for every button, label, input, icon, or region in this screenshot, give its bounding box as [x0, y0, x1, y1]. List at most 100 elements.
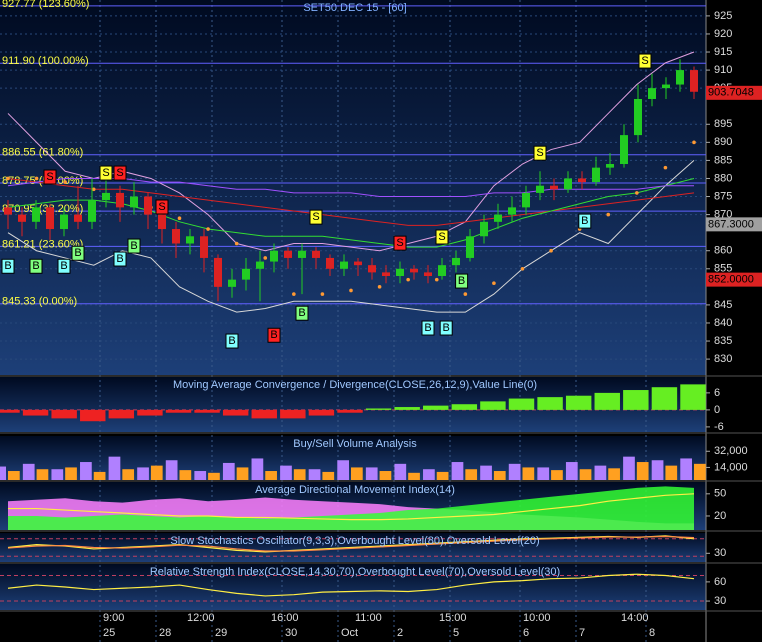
candle-body: [578, 178, 586, 183]
bar: [394, 463, 407, 480]
candle-body: [32, 207, 40, 222]
panel-background: [0, 0, 706, 375]
candle-body: [424, 272, 432, 277]
candle-body: [606, 164, 614, 168]
bar: [522, 467, 535, 480]
signal-marker: [57, 258, 71, 274]
y-tick-label: 855: [714, 263, 732, 275]
bar: [480, 465, 492, 480]
bar: [80, 462, 92, 480]
bar: [93, 471, 106, 480]
time-label: 12:00: [187, 612, 215, 624]
bar: [65, 467, 77, 480]
date-label: 6: [523, 627, 529, 639]
bar: [408, 472, 420, 480]
candle-body: [354, 261, 362, 266]
bar: [8, 471, 20, 480]
signal-label: S: [116, 167, 123, 179]
signal-label: B: [4, 260, 11, 272]
signal-label: B: [298, 307, 305, 319]
y-tick-label: 860: [714, 245, 732, 257]
y-tick-label: 50: [714, 488, 726, 500]
date-label: 5: [453, 627, 459, 639]
bar: [122, 469, 135, 480]
y-tick-label: 875: [714, 190, 732, 202]
bar: [150, 465, 163, 480]
bar: [565, 395, 592, 410]
panel-title: Moving Average Convergence / Divergence(…: [173, 379, 537, 391]
time-label: 14:00: [621, 612, 649, 624]
candle-body: [158, 214, 166, 230]
signal-marker: [638, 53, 652, 69]
signal-marker: [309, 209, 323, 225]
time-label: 9:00: [103, 612, 124, 624]
signal-label: B: [270, 329, 277, 341]
candle-body: [74, 214, 82, 222]
y-tick-label: 890: [714, 136, 732, 148]
bar: [623, 390, 649, 410]
bar: [36, 469, 49, 480]
candle-body: [298, 250, 306, 258]
fib-label: 845.33 (0.00%): [2, 296, 77, 308]
sar-dot: [177, 216, 182, 221]
bar: [651, 460, 664, 480]
bar: [280, 409, 306, 419]
fib-label: 861.21 (23.60%): [2, 238, 83, 250]
candle-body: [102, 192, 110, 201]
candle-body: [508, 207, 516, 215]
candle-body: [648, 88, 656, 99]
bar: [551, 470, 563, 480]
bar: [51, 409, 77, 419]
bar: [222, 462, 235, 480]
bar: [0, 466, 7, 480]
signal-marker: [225, 333, 239, 349]
bar: [537, 397, 563, 410]
sar-dot: [206, 227, 210, 231]
bar: [365, 467, 378, 480]
area: [8, 486, 694, 530]
bar: [208, 472, 220, 480]
signal-marker: [393, 235, 407, 251]
y-tick-label: 880: [714, 172, 732, 184]
sar-dot: [635, 191, 639, 195]
y-tick-label: 835: [714, 335, 732, 347]
candle-body: [634, 98, 642, 136]
candle-body: [550, 185, 558, 190]
candle-body: [284, 250, 292, 258]
bar: [608, 468, 620, 480]
bar: [493, 471, 506, 480]
signal-marker: [29, 258, 43, 274]
bar: [594, 392, 620, 410]
price-tag-label: 852.0000: [708, 274, 754, 286]
time-label: 15:00: [439, 612, 467, 624]
sar-dot: [434, 277, 439, 282]
sar-dot: [463, 292, 468, 296]
signal-marker: [533, 145, 547, 161]
indicator-line: [8, 493, 695, 521]
bar: [251, 409, 277, 419]
candle-body: [186, 236, 194, 244]
candle-body: [46, 207, 54, 230]
sar-dot: [91, 187, 96, 192]
date-label: Oct: [341, 627, 358, 639]
signal-label: S: [641, 55, 648, 67]
candle-body: [494, 214, 502, 222]
candle-body: [18, 214, 26, 222]
bar: [694, 463, 706, 480]
sar-dot: [520, 266, 525, 271]
bar: [108, 409, 135, 419]
date-label: 25: [103, 627, 115, 639]
signal-label: S: [158, 201, 165, 213]
sar-dot: [377, 285, 382, 289]
signal-label: B: [458, 275, 465, 287]
candle-body: [242, 268, 250, 280]
signal-marker: [113, 165, 127, 181]
signal-label: S: [396, 237, 403, 249]
bar: [308, 409, 335, 416]
candle-body: [620, 135, 628, 165]
y-tick-label: 895: [714, 118, 732, 130]
bar: [379, 471, 392, 480]
indicator-line: [7, 573, 695, 597]
bar: [623, 456, 635, 480]
